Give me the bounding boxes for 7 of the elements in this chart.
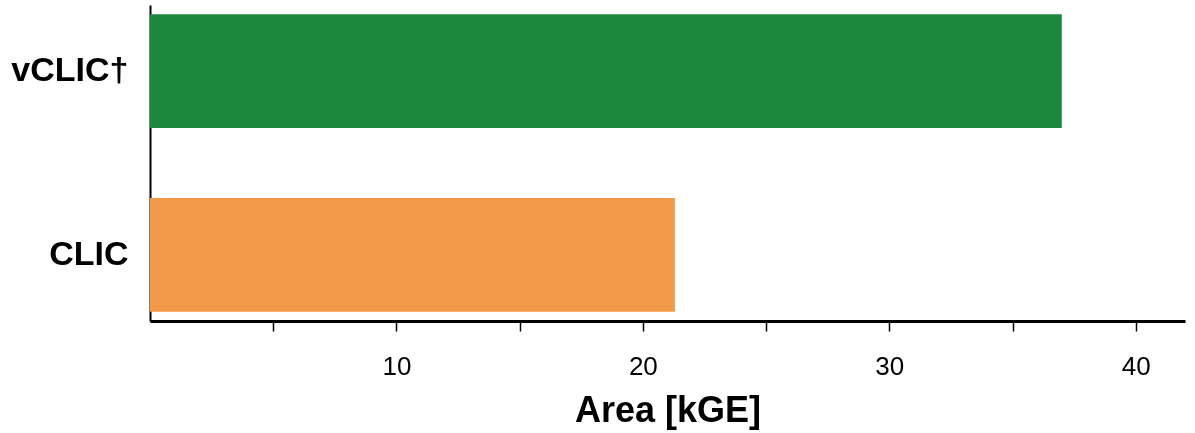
- y-tick-label: vCLIC†: [11, 50, 129, 89]
- x-tick-label: 30: [875, 350, 905, 381]
- x-tick-label: 10: [382, 350, 412, 381]
- y-tick-label: CLIC: [49, 233, 129, 272]
- x-tick-label: 20: [628, 350, 658, 381]
- x-axis-title: Area [kGE]: [574, 388, 762, 430]
- x-tick-label: 40: [1121, 350, 1151, 381]
